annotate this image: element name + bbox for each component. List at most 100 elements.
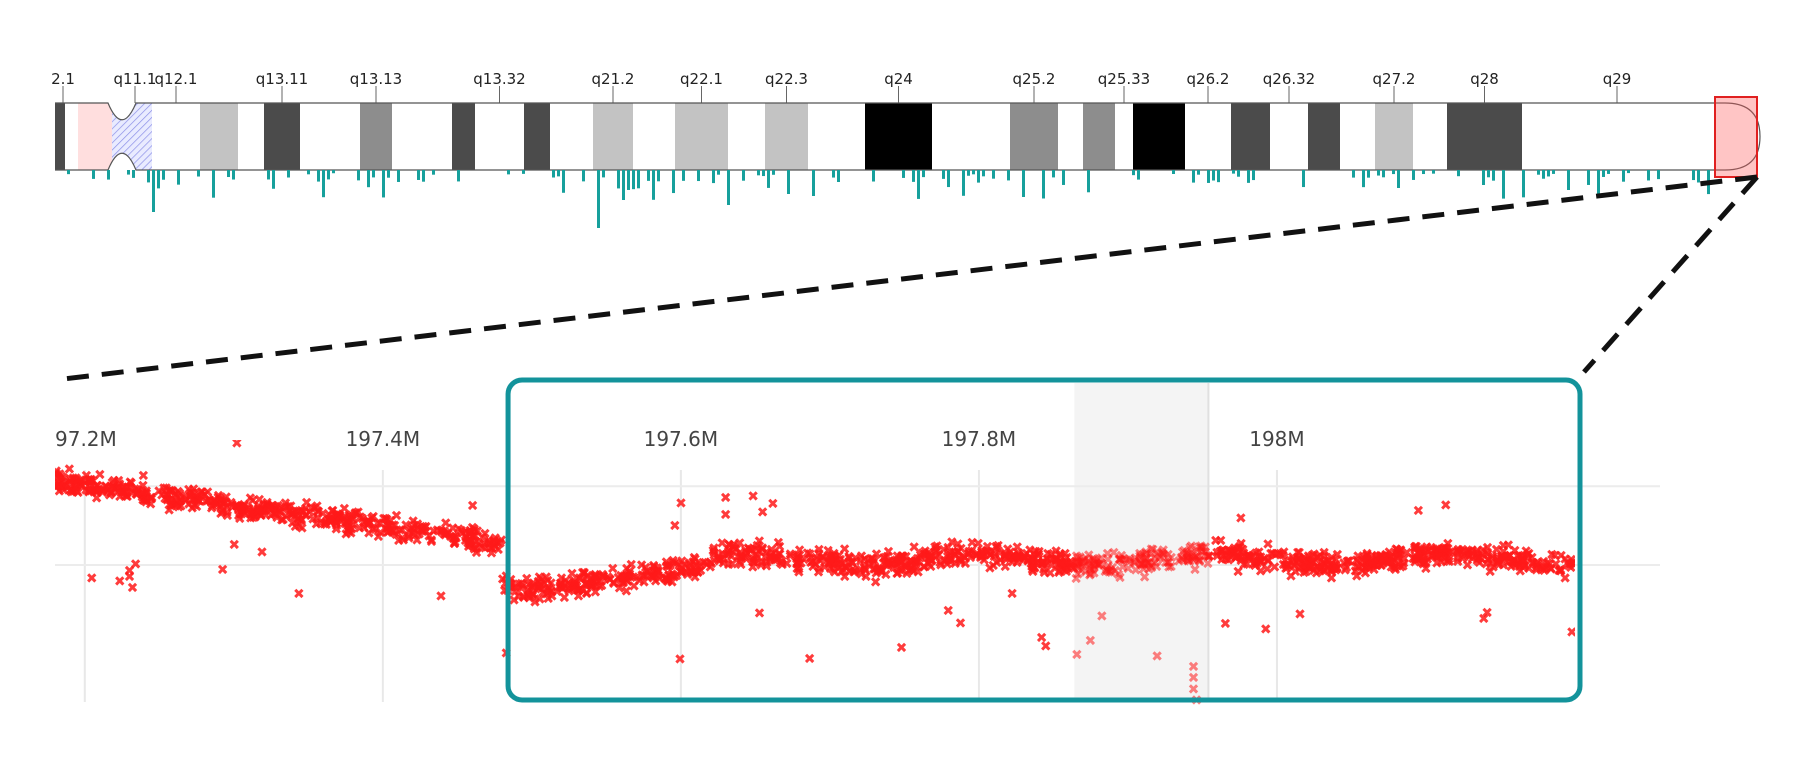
chromosome-band[interactable] — [1058, 103, 1083, 170]
chromosome-band[interactable] — [300, 103, 360, 170]
data-point: ✖ — [1282, 558, 1294, 574]
data-point: ✖ — [977, 546, 989, 562]
data-point: ✖ — [560, 573, 572, 589]
data-point: ✖ — [114, 490, 126, 506]
data-point: ✖ — [1420, 543, 1432, 559]
data-point: ✖ — [428, 524, 440, 540]
data-point: ✖ — [704, 555, 716, 571]
chromosome-band[interactable] — [475, 103, 524, 170]
chromosome-band[interactable] — [1375, 103, 1413, 170]
data-point: ✖ — [1058, 563, 1070, 579]
data-point: ✖ — [1504, 549, 1516, 565]
data-point: ✖ — [1518, 553, 1530, 569]
data-point: ✖ — [648, 558, 660, 574]
chromosome-band[interactable] — [865, 103, 932, 170]
data-point: ✖ — [1220, 552, 1232, 568]
data-point: ✖ — [1550, 557, 1562, 573]
data-point: ✖ — [567, 577, 579, 593]
chromosome-band[interactable] — [264, 103, 300, 170]
data-point: ✖ — [641, 564, 653, 580]
chromosome-band[interactable] — [808, 103, 865, 170]
data-point: ✖ — [1287, 553, 1299, 569]
chromosome-band[interactable] — [1522, 103, 1712, 170]
chromosome-band[interactable] — [152, 103, 200, 170]
data-point: ✖ — [467, 530, 479, 546]
chromosome-band[interactable] — [1413, 103, 1447, 170]
chromosome-band[interactable] — [392, 103, 452, 170]
data-point: ✖ — [505, 572, 517, 588]
data-point: ✖ — [663, 568, 675, 584]
chromosome-band[interactable] — [80, 103, 112, 170]
chromosome-band[interactable] — [1133, 103, 1185, 170]
chromosome-band[interactable] — [633, 103, 675, 170]
data-point: ✖ — [1531, 563, 1543, 579]
data-point: ✖ — [164, 493, 176, 509]
chromosome-band[interactable] — [1115, 103, 1133, 170]
zoom-scatter-panel[interactable]: 97.2M 197.4M 197.6M 197.8M 198M ✖ ✖✖✖✖✖ ✖✖✖✖✖✖… — [50, 377, 1660, 709]
data-point: ✖ — [761, 556, 773, 572]
data-point: ✖ — [542, 583, 554, 599]
chromosome-band[interactable] — [765, 103, 808, 170]
data-point: ✖ — [1505, 559, 1517, 575]
data-point: ✖ — [1344, 554, 1356, 570]
chromosome-band[interactable] — [1308, 103, 1340, 170]
chromosome-ideogram[interactable] — [55, 103, 1712, 170]
data-point: ✖ — [525, 581, 537, 597]
data-point: ✖ — [187, 486, 199, 502]
data-point: ✖ — [1067, 561, 1079, 577]
coverage-bar — [617, 170, 620, 189]
data-point: ✖ — [966, 535, 978, 551]
selection-box[interactable] — [1714, 96, 1758, 178]
chromosome-band[interactable] — [524, 103, 550, 170]
chromosome-band[interactable] — [112, 103, 152, 170]
coverage-bar — [1607, 170, 1610, 174]
data-point: ✖ — [1409, 540, 1421, 556]
chromosome-band[interactable] — [1231, 103, 1270, 170]
data-point: ✖ — [1555, 562, 1567, 578]
chromosome-band[interactable] — [55, 103, 65, 170]
coverage-bar — [742, 170, 745, 181]
data-point: ✖ — [465, 538, 477, 554]
chromosome-band[interactable] — [452, 103, 475, 170]
data-point: ✖ — [970, 549, 982, 565]
data-point: ✖ — [1072, 567, 1084, 583]
chromosome-band[interactable] — [238, 103, 264, 170]
data-point: ✖ — [1085, 567, 1097, 583]
coverage-bar — [562, 170, 565, 193]
data-point: ✖ — [563, 584, 575, 600]
data-point: ✖ — [407, 514, 419, 530]
data-point: ✖ — [324, 509, 336, 525]
chromosome-band[interactable] — [200, 103, 238, 170]
data-point: ✖ — [106, 475, 118, 491]
chromosome-band[interactable] — [360, 103, 392, 170]
chromosome-band[interactable] — [1270, 103, 1308, 170]
data-point: ✖ — [785, 547, 797, 563]
chromosome-band[interactable] — [1010, 103, 1058, 170]
chromosome-band[interactable] — [1340, 103, 1375, 170]
highlight-region-box[interactable] — [505, 377, 1583, 703]
data-point: ✖ — [1375, 558, 1387, 574]
chromosome-band[interactable] — [1447, 103, 1522, 170]
chromosome-band[interactable] — [593, 103, 633, 170]
data-point: ✖ — [457, 526, 469, 542]
chromosome-band[interactable] — [550, 103, 593, 170]
chromosome-band[interactable] — [1083, 103, 1115, 170]
data-point: ✖ — [172, 490, 184, 506]
data-point: ✖ — [1358, 552, 1370, 568]
data-point: ✖ — [300, 508, 312, 524]
data-point: ✖ — [1312, 550, 1324, 566]
data-point: ✖ — [1262, 537, 1274, 553]
chromosome-band[interactable] — [1185, 103, 1231, 170]
data-point: ✖ — [1102, 552, 1114, 568]
data-point: ✖ — [742, 541, 754, 557]
chromosome-band[interactable] — [675, 103, 728, 170]
data-point: ✖ — [1523, 547, 1535, 563]
data-point: ✖ — [212, 497, 224, 513]
data-point: ✖ — [811, 552, 823, 568]
data-point: ✖ — [1294, 561, 1306, 577]
data-point: ✖ — [1278, 545, 1290, 561]
chromosome-band[interactable] — [728, 103, 765, 170]
chromosome-band[interactable] — [932, 103, 1010, 170]
coverage-bar — [1207, 170, 1210, 183]
data-point: ✖ — [690, 558, 702, 574]
